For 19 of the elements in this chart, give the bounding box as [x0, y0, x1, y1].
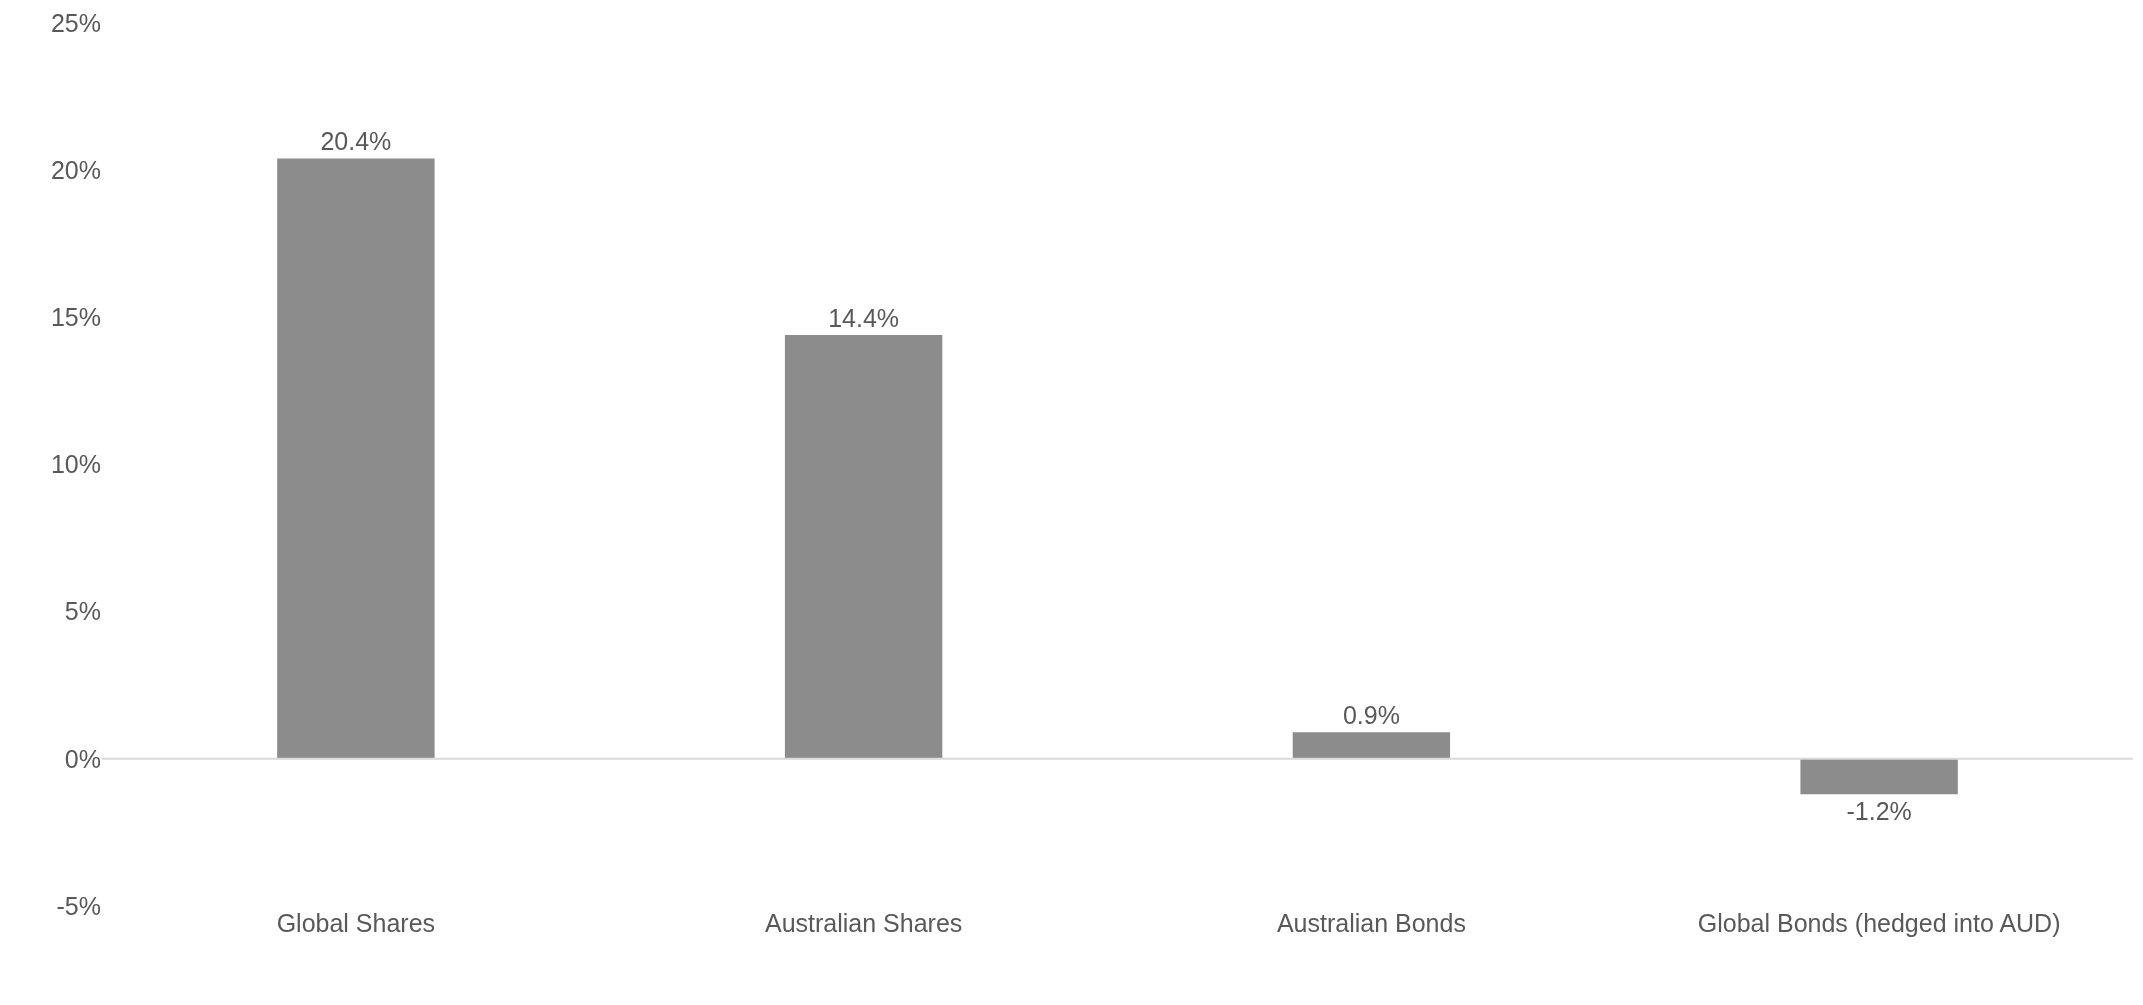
data-label: 20.4%: [320, 127, 392, 156]
data-label: -1.2%: [1846, 797, 1912, 826]
x-tick-label: Global Bonds (hedged into AUD): [1697, 909, 2061, 937]
y-tick-label: 25%: [50, 8, 101, 37]
y-tick-label: 10%: [50, 450, 101, 479]
bar: [277, 158, 435, 759]
y-tick-label: 5%: [64, 597, 101, 626]
x-tick-label: Australian Bonds: [1276, 909, 1466, 937]
data-label: 0.9%: [1342, 701, 1400, 730]
y-tick-label: 0%: [64, 744, 101, 773]
bar: [1292, 732, 1451, 759]
y-tick-label: 15%: [50, 303, 101, 332]
x-tick-label: Australian Shares: [764, 909, 963, 937]
y-tick-label: 20%: [50, 155, 101, 184]
data-label: 14.4%: [828, 303, 900, 332]
x-tick-label: Global Shares: [276, 909, 436, 937]
bar: [1800, 758, 1958, 795]
bar: [784, 334, 943, 759]
y-tick-label: -5%: [56, 891, 101, 920]
